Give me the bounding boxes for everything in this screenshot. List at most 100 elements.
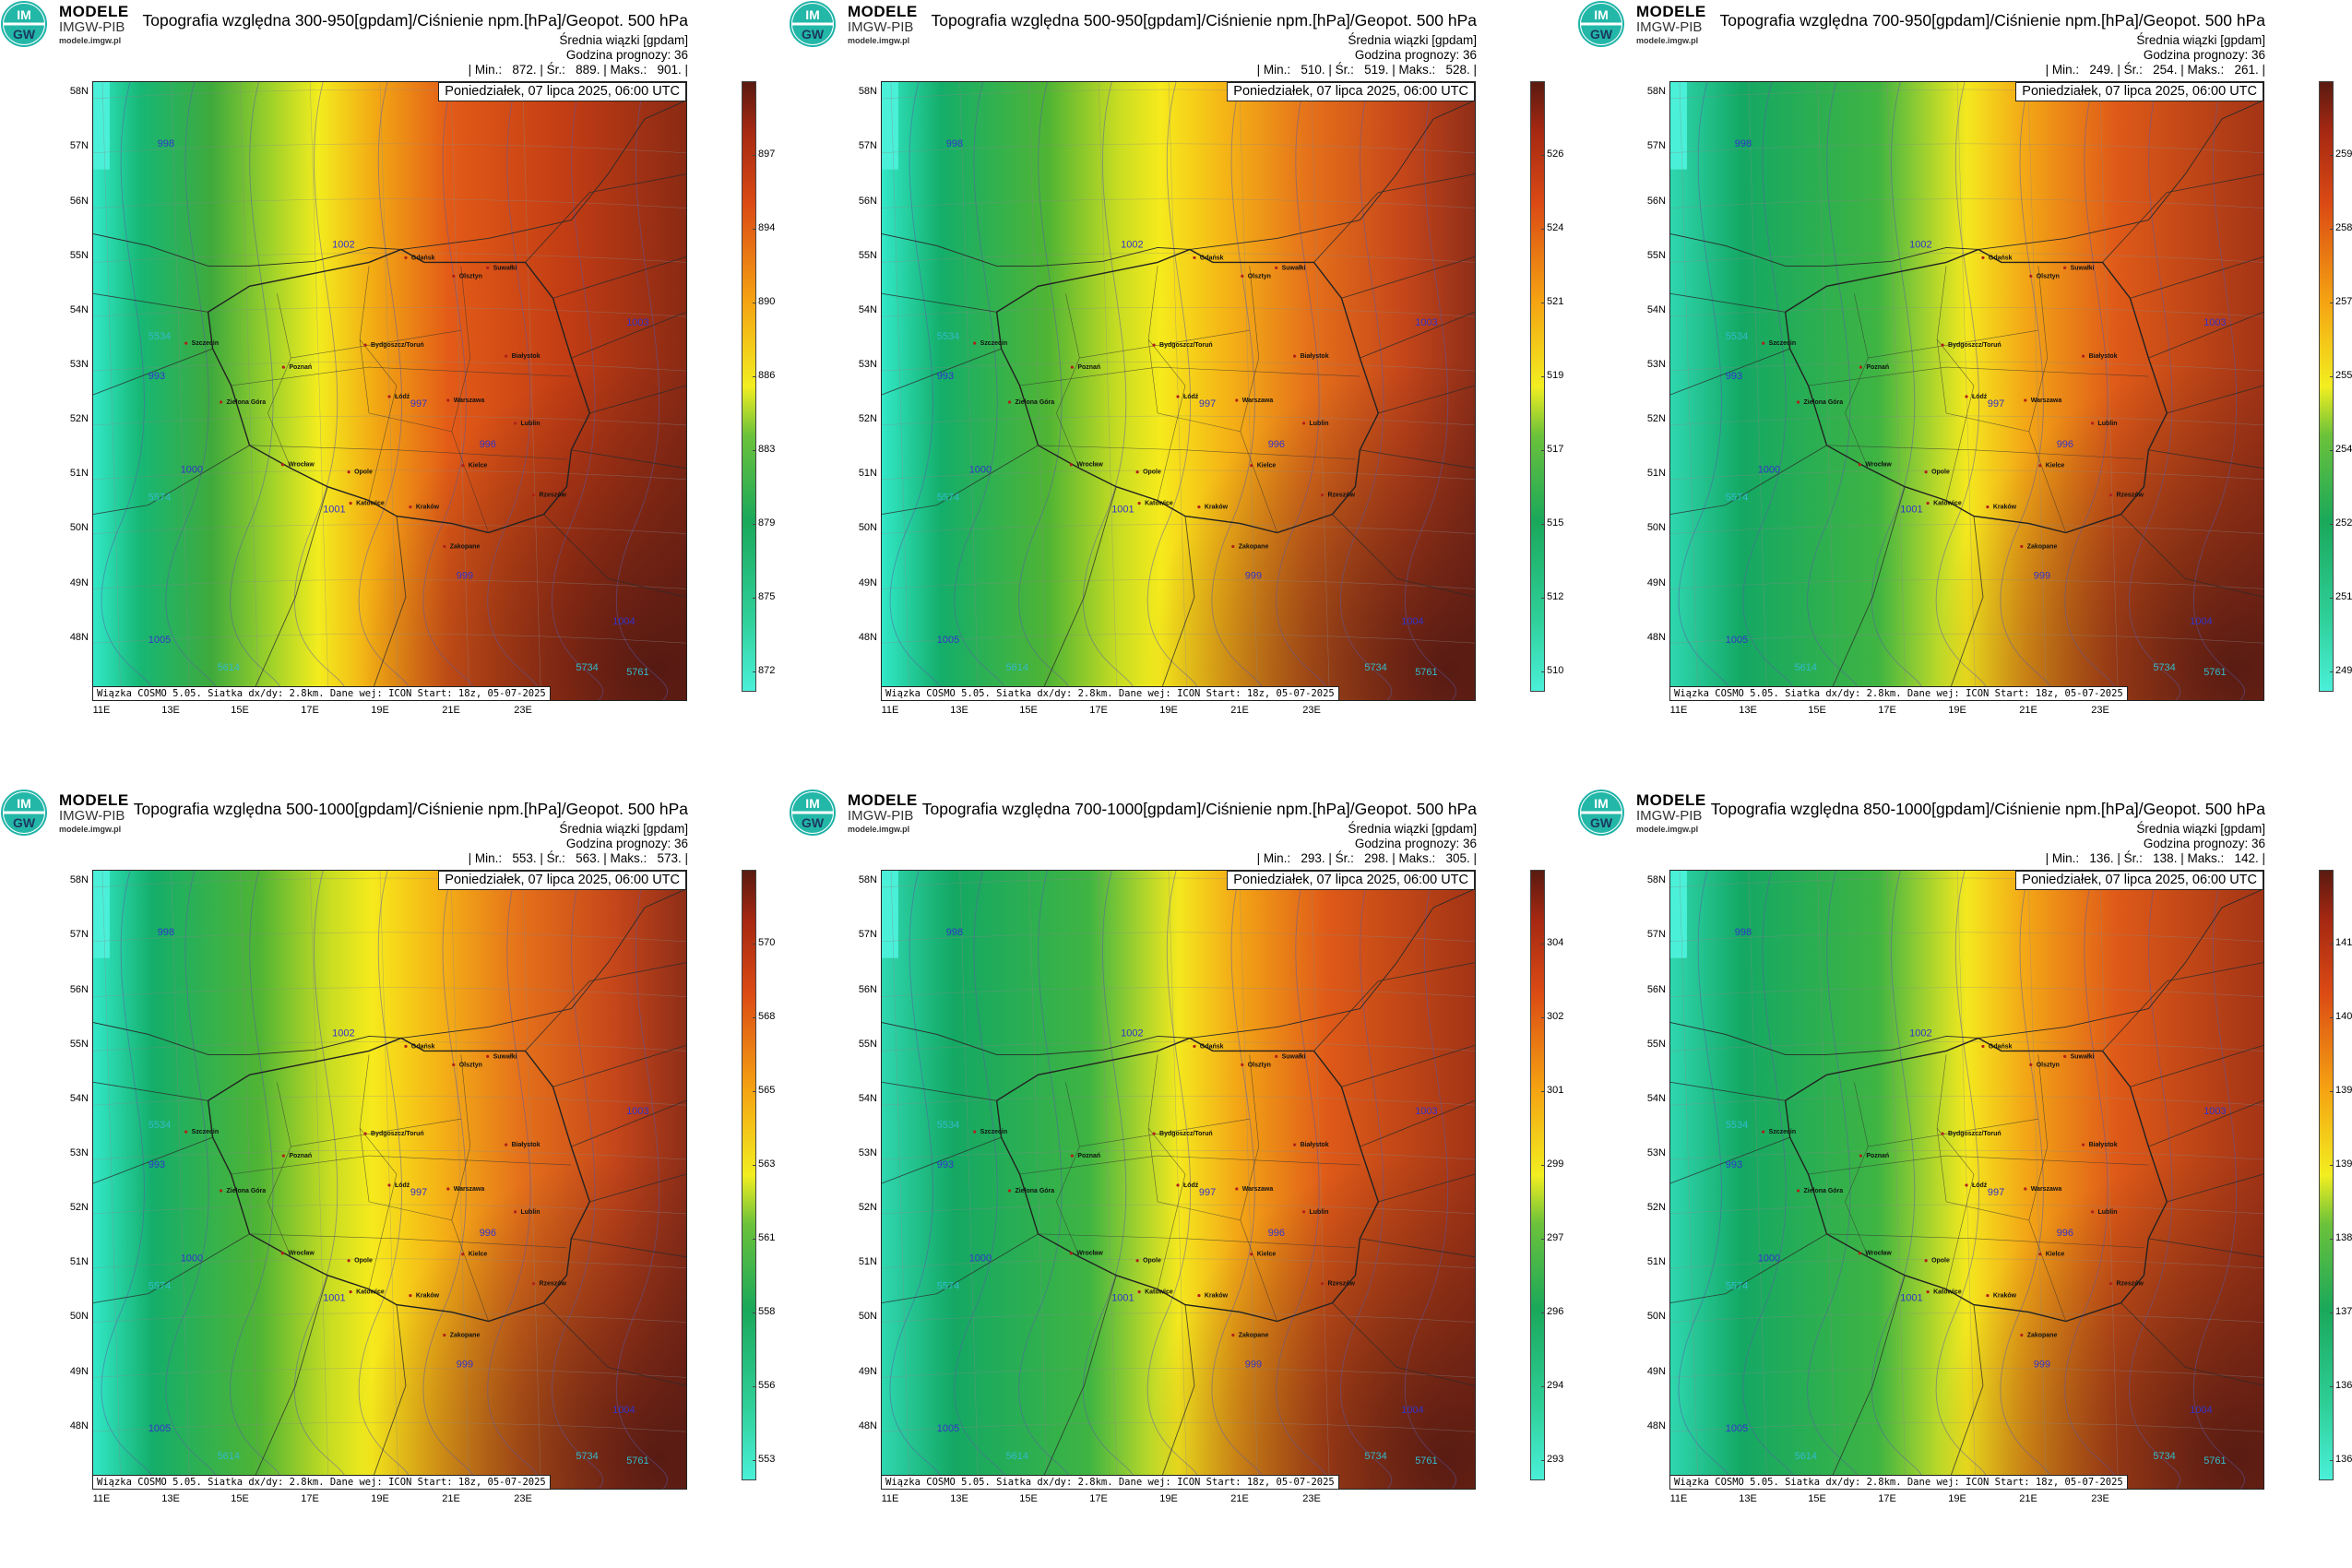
brand-url[interactable]: modele.imgw.pl: [848, 825, 910, 834]
city-label: Wrocław: [1865, 1251, 1892, 1257]
colorbar-tick: 563: [752, 1158, 776, 1170]
city-marker: [1293, 354, 1297, 358]
colorbar-tick: 556: [752, 1380, 776, 1391]
city-marker: [2038, 1253, 2042, 1256]
map-panel-4: IM GW MODELE IMGW-PIB modele.imgw.pl Top…: [0, 789, 775, 1526]
city-label: Zakopane: [2027, 543, 2058, 550]
geopotential-label: 5614: [1795, 662, 1817, 673]
city-label: Opole: [1143, 1258, 1161, 1265]
brand-name: MODELE: [848, 791, 918, 809]
geopotential-label: 5614: [1795, 1451, 1817, 1462]
city-marker: [1796, 400, 1800, 404]
brand-url[interactable]: modele.imgw.pl: [1636, 36, 1699, 45]
isobar-label: 1001: [1111, 505, 1134, 516]
lat-label: 53N: [1646, 1147, 1666, 1158]
lon-label: 19E: [1159, 705, 1178, 716]
city-marker: [2029, 274, 2033, 278]
city-label: Opole: [1931, 1258, 1950, 1265]
geopotential-label: 5574: [1726, 493, 1748, 504]
lat-label: 57N: [69, 929, 89, 940]
lat-label: 50N: [858, 522, 877, 533]
map-title: Topografia względna 700-950[gpdam]/Ciśni…: [1719, 11, 2265, 30]
city-label: Suwałki: [1282, 1053, 1306, 1060]
date-label: Poniedziałek, 07 lipca 2025, 06:00 UTC: [2015, 871, 2263, 890]
svg-text:GW: GW: [802, 27, 825, 42]
colorbar-tick: 137: [2329, 1306, 2352, 1317]
lon-label: 19E: [371, 1493, 389, 1504]
colorbar-tick: 565: [752, 1085, 776, 1096]
isobar-label: 999: [1245, 570, 1262, 581]
lat-label: 53N: [858, 1147, 877, 1158]
lat-label: 49N: [1646, 577, 1666, 588]
brand-org: IMGW-PIB: [59, 19, 125, 35]
isobar-label: 998: [158, 927, 174, 938]
city-label: Suwałki: [2071, 265, 2095, 271]
lat-label: 58N: [69, 874, 89, 885]
geopotential-label: 5614: [1006, 662, 1028, 673]
brand-url[interactable]: modele.imgw.pl: [59, 825, 122, 834]
isobar-label: 1004: [612, 1405, 635, 1416]
city-label: Warszawa: [1242, 1186, 1274, 1193]
geopotential-label: 5614: [218, 1451, 240, 1462]
isobar-label: 999: [1245, 1359, 1262, 1370]
city-marker: [1859, 1154, 1862, 1158]
geopotential-label: 5574: [937, 1281, 959, 1292]
subtitle-forecast-hour: Godzina prognozy: 36: [565, 47, 688, 62]
city-label: Suwałki: [493, 1053, 517, 1060]
isobar-label: 998: [158, 138, 174, 149]
geopotential-label: 5614: [1006, 1451, 1028, 1462]
city-label: Kraków: [1993, 505, 2017, 511]
city-label: Warszawa: [1242, 398, 1274, 404]
city-label: Kielce: [2046, 1252, 2065, 1258]
lat-label: 56N: [858, 196, 877, 207]
city-marker: [531, 1282, 536, 1286]
colorbar-tick: 294: [1540, 1380, 1564, 1391]
brand-url[interactable]: modele.imgw.pl: [59, 36, 122, 45]
date-label: Poniedziałek, 07 lipca 2025, 06:00 UTC: [438, 871, 686, 890]
lat-label: 54N: [69, 1093, 89, 1104]
lat-label: 48N: [858, 632, 877, 643]
lat-label: 49N: [858, 577, 877, 588]
lat-label: 57N: [69, 140, 89, 151]
imgw-logo: IM GW: [1578, 790, 1624, 836]
isobar-label: 1000: [1758, 465, 1780, 476]
isobar-label: 998: [946, 138, 963, 149]
city-marker: [349, 502, 352, 505]
city-label: Poznań: [289, 1153, 312, 1159]
city-label: Rzeszów: [1327, 1281, 1355, 1288]
city-label: Rzeszów: [2116, 1281, 2144, 1288]
geopotential-label: 5734: [576, 1451, 598, 1462]
isobar-label: 1000: [1758, 1253, 1780, 1265]
isobar-label: 996: [2057, 439, 2073, 450]
brand-url[interactable]: modele.imgw.pl: [848, 36, 910, 45]
city-label: Warszawa: [2031, 398, 2062, 404]
brand-org: IMGW-PIB: [1636, 808, 1703, 824]
isobar-label: 998: [1735, 138, 1752, 149]
lat-label: 55N: [1646, 250, 1666, 261]
city-label: Wrocław: [1076, 462, 1103, 469]
colorbar-tick: 897: [752, 148, 776, 160]
lat-label: 51N: [1646, 468, 1666, 479]
city-label: Białystok: [2089, 1142, 2118, 1148]
colorbar-tick: 141: [2329, 937, 2352, 948]
lat-label: 52N: [69, 413, 89, 424]
geopotential-label: 5761: [2204, 1455, 2226, 1467]
geopotential-label: 5761: [1415, 1455, 1437, 1467]
city-label: Zielona Góra: [1804, 1188, 1844, 1194]
brand-url[interactable]: modele.imgw.pl: [1636, 825, 1699, 834]
city-label: Zielona Góra: [1016, 399, 1055, 406]
city-label: Gdańsk: [411, 255, 435, 261]
city-label: Białystok: [1301, 353, 1329, 360]
city-marker: [2024, 398, 2027, 402]
isobar-label: 996: [480, 439, 496, 450]
map-subinfo: Średnia wiązki [gpdam] Godzina prognozy:…: [1348, 33, 1477, 62]
lon-label: 15E: [231, 1493, 249, 1504]
city-marker: [1941, 1132, 1944, 1135]
colorbar-tick: 136: [2329, 1380, 2352, 1391]
lat-label: 53N: [858, 359, 877, 370]
city-marker: [1924, 1259, 1928, 1263]
city-label: Wrocław: [1076, 1251, 1103, 1257]
brand-name: MODELE: [59, 3, 129, 20]
map-area: Gdańsk Olsztyn Suwałki Szczecin Bydgoszcz/To…: [881, 81, 1476, 701]
city-marker: [1007, 400, 1012, 404]
